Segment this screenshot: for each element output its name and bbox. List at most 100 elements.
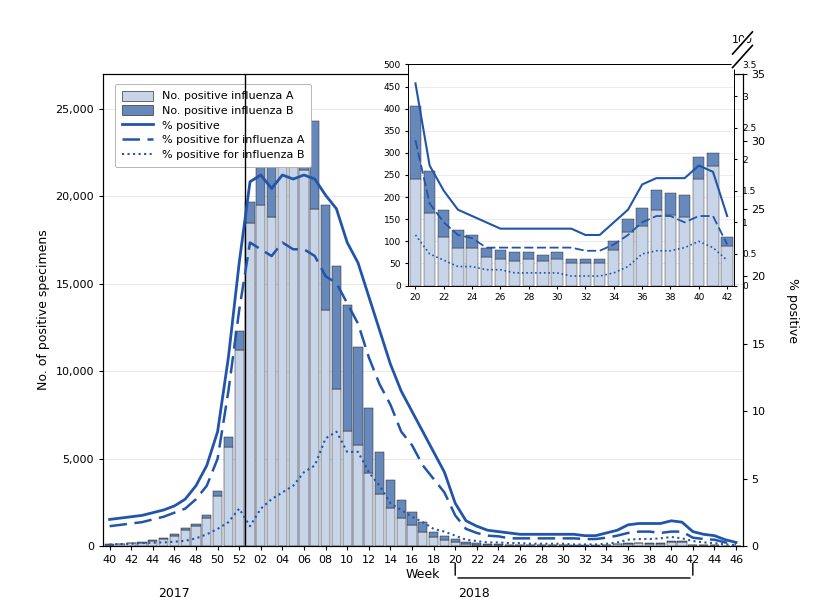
Bar (461, 543, 470, 546)
Bar (267, 217, 276, 546)
Bar (289, 165, 298, 546)
Bar (299, 170, 309, 546)
Bar (410, 179, 421, 286)
Bar (375, 494, 384, 546)
Text: 2017: 2017 (158, 586, 191, 600)
Bar (452, 230, 464, 248)
Bar (537, 255, 549, 261)
Bar (438, 211, 450, 237)
Bar (494, 545, 503, 546)
Bar (202, 518, 211, 546)
Bar (342, 305, 351, 431)
Bar (213, 495, 222, 546)
Bar (656, 543, 665, 544)
Bar (559, 545, 568, 546)
Bar (566, 259, 577, 263)
Bar (665, 215, 676, 286)
Bar (645, 543, 654, 546)
Bar (332, 389, 341, 546)
Bar (234, 331, 244, 351)
Bar (624, 543, 633, 544)
Bar (580, 259, 592, 263)
Bar (424, 212, 436, 286)
Bar (516, 545, 525, 546)
Bar (148, 541, 158, 546)
Bar (353, 347, 363, 445)
Bar (440, 536, 449, 540)
Bar (622, 233, 634, 286)
Bar (481, 257, 492, 286)
Bar (651, 190, 662, 211)
Bar (634, 543, 644, 546)
Bar (466, 248, 478, 286)
Bar (472, 543, 482, 545)
Bar (397, 518, 406, 546)
Bar (408, 524, 417, 546)
Bar (418, 523, 427, 532)
Bar (722, 237, 733, 246)
Bar (509, 252, 521, 261)
Bar (181, 528, 190, 530)
Text: 100: 100 (732, 36, 753, 45)
Bar (429, 532, 438, 537)
Bar (608, 250, 620, 286)
Bar (234, 351, 244, 546)
Bar (551, 252, 563, 259)
Bar (181, 530, 190, 546)
Bar (472, 545, 482, 546)
Bar (424, 171, 436, 212)
Bar (397, 500, 406, 518)
Bar (707, 153, 719, 166)
Bar (526, 545, 535, 546)
Bar (159, 538, 168, 539)
Bar (637, 208, 648, 226)
Bar (289, 98, 298, 165)
Bar (278, 107, 287, 165)
Bar (375, 452, 384, 494)
Bar (656, 544, 665, 546)
Bar (667, 542, 676, 546)
Bar (537, 545, 546, 546)
Bar (509, 261, 521, 286)
Bar (191, 524, 200, 526)
Bar (481, 248, 492, 257)
Bar (299, 93, 309, 170)
Bar (148, 540, 158, 541)
Bar (159, 539, 168, 546)
Bar (710, 545, 719, 546)
Bar (342, 431, 351, 546)
Bar (693, 179, 705, 286)
Bar (613, 545, 622, 546)
Bar (310, 209, 319, 546)
Bar (483, 545, 493, 546)
Bar (677, 542, 686, 546)
Bar (224, 446, 233, 546)
Bar (523, 252, 535, 259)
Bar (245, 222, 255, 546)
Bar (551, 259, 563, 286)
Bar (224, 437, 233, 446)
Bar (461, 542, 470, 543)
Bar (637, 226, 648, 286)
Bar (450, 542, 460, 546)
Bar (495, 250, 507, 259)
Bar (116, 544, 125, 546)
Bar (722, 246, 733, 286)
Bar (699, 545, 708, 546)
Bar (410, 106, 421, 179)
Bar (353, 445, 363, 546)
Bar (105, 545, 114, 546)
Bar (495, 259, 507, 286)
Bar (364, 408, 374, 473)
Bar (170, 534, 179, 535)
Bar (608, 241, 620, 250)
Bar (245, 201, 255, 222)
Bar (364, 473, 374, 546)
Bar (483, 544, 493, 545)
Bar (202, 516, 211, 518)
Y-axis label: % positive: % positive (786, 278, 799, 343)
Bar (170, 535, 179, 546)
Bar (679, 217, 691, 286)
Bar (679, 195, 691, 217)
Bar (548, 545, 557, 546)
